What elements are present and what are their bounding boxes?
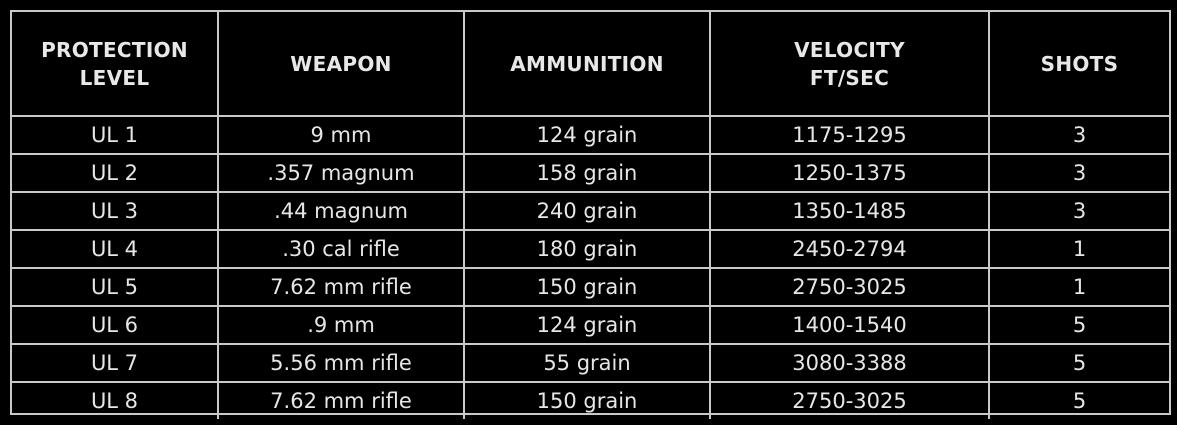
cell-shots: 3: [988, 115, 1169, 155]
table-row: UL 2 .357 magnum 158 grain 1250-1375 3: [12, 153, 1169, 193]
header-protection-level-line2: LEVEL: [79, 65, 150, 90]
cell-velocity: 2750-3025: [709, 267, 990, 307]
cell-shots: 5: [988, 343, 1169, 383]
header-velocity: VELOCITY FT/SEC: [709, 12, 990, 117]
table-row: UL 8 7.62 mm rifle 150 grain 2750-3025 5: [12, 381, 1169, 419]
cell-velocity: 2450-2794: [709, 229, 990, 269]
cell-ammunition: 240 grain: [463, 191, 711, 231]
cell-velocity: 2750-3025: [709, 381, 990, 419]
cell-shots: 1: [988, 267, 1169, 307]
header-weapon: WEAPON: [217, 12, 465, 117]
header-ammunition: AMMUNITION: [463, 12, 711, 117]
cell-weapon: 9 mm: [217, 115, 465, 155]
cell-protection-level: UL 1: [12, 115, 219, 155]
cell-protection-level: UL 7: [12, 343, 219, 383]
header-velocity-line1: VELOCITY: [794, 37, 905, 62]
header-weapon-label: WEAPON: [290, 51, 392, 76]
cell-weapon: .357 magnum: [217, 153, 465, 193]
header-protection-level-line1: PROTECTION: [41, 37, 188, 62]
ballistic-protection-table: PROTECTION LEVEL WEAPON AMMUNITION VELOC…: [10, 10, 1171, 419]
header-shots: SHOTS: [988, 12, 1169, 117]
cell-protection-level: UL 6: [12, 305, 219, 345]
cell-ammunition: 180 grain: [463, 229, 711, 269]
table-row: UL 7 5.56 mm rifle 55 grain 3080-3388 5: [12, 343, 1169, 383]
table-row: UL 3 .44 magnum 240 grain 1350-1485 3: [12, 191, 1169, 231]
header-shots-label: SHOTS: [1040, 51, 1119, 76]
cell-shots: 3: [988, 191, 1169, 231]
header-row: PROTECTION LEVEL WEAPON AMMUNITION VELOC…: [12, 12, 1169, 117]
cell-weapon: 7.62 mm rifle: [217, 381, 465, 419]
cell-protection-level: UL 8: [12, 381, 219, 419]
header-velocity-line2: FT/SEC: [809, 65, 890, 90]
cell-protection-level: UL 5: [12, 267, 219, 307]
cell-velocity: 1350-1485: [709, 191, 990, 231]
cell-protection-level: UL 3: [12, 191, 219, 231]
table-row: UL 1 9 mm 124 grain 1175-1295 3: [12, 115, 1169, 155]
cell-weapon: .44 magnum: [217, 191, 465, 231]
cell-velocity: 1400-1540: [709, 305, 990, 345]
cell-protection-level: UL 2: [12, 153, 219, 193]
cell-ammunition: 150 grain: [463, 381, 711, 419]
cell-weapon: 5.56 mm rifle: [217, 343, 465, 383]
cell-shots: 5: [988, 381, 1169, 419]
header-ammunition-label: AMMUNITION: [510, 51, 664, 76]
cell-protection-level: UL 4: [12, 229, 219, 269]
cell-velocity: 1250-1375: [709, 153, 990, 193]
cell-ammunition: 150 grain: [463, 267, 711, 307]
cell-shots: 5: [988, 305, 1169, 345]
table-row: UL 4 .30 cal rifle 180 grain 2450-2794 1: [12, 229, 1169, 269]
header-protection-level: PROTECTION LEVEL: [12, 12, 219, 117]
cell-weapon: 7.62 mm rifle: [217, 267, 465, 307]
cell-weapon: .30 cal rifle: [217, 229, 465, 269]
cell-ammunition: 158 grain: [463, 153, 711, 193]
cell-weapon: .9 mm: [217, 305, 465, 345]
cell-velocity: 1175-1295: [709, 115, 990, 155]
cell-velocity: 3080-3388: [709, 343, 990, 383]
cell-ammunition: 124 grain: [463, 115, 711, 155]
cell-shots: 1: [988, 229, 1169, 269]
cell-ammunition: 55 grain: [463, 343, 711, 383]
table-row: UL 6 .9 mm 124 grain 1400-1540 5: [12, 305, 1169, 345]
cell-shots: 3: [988, 153, 1169, 193]
data-table: PROTECTION LEVEL WEAPON AMMUNITION VELOC…: [12, 12, 1169, 419]
table-row: UL 5 7.62 mm rifle 150 grain 2750-3025 1: [12, 267, 1169, 307]
cell-ammunition: 124 grain: [463, 305, 711, 345]
